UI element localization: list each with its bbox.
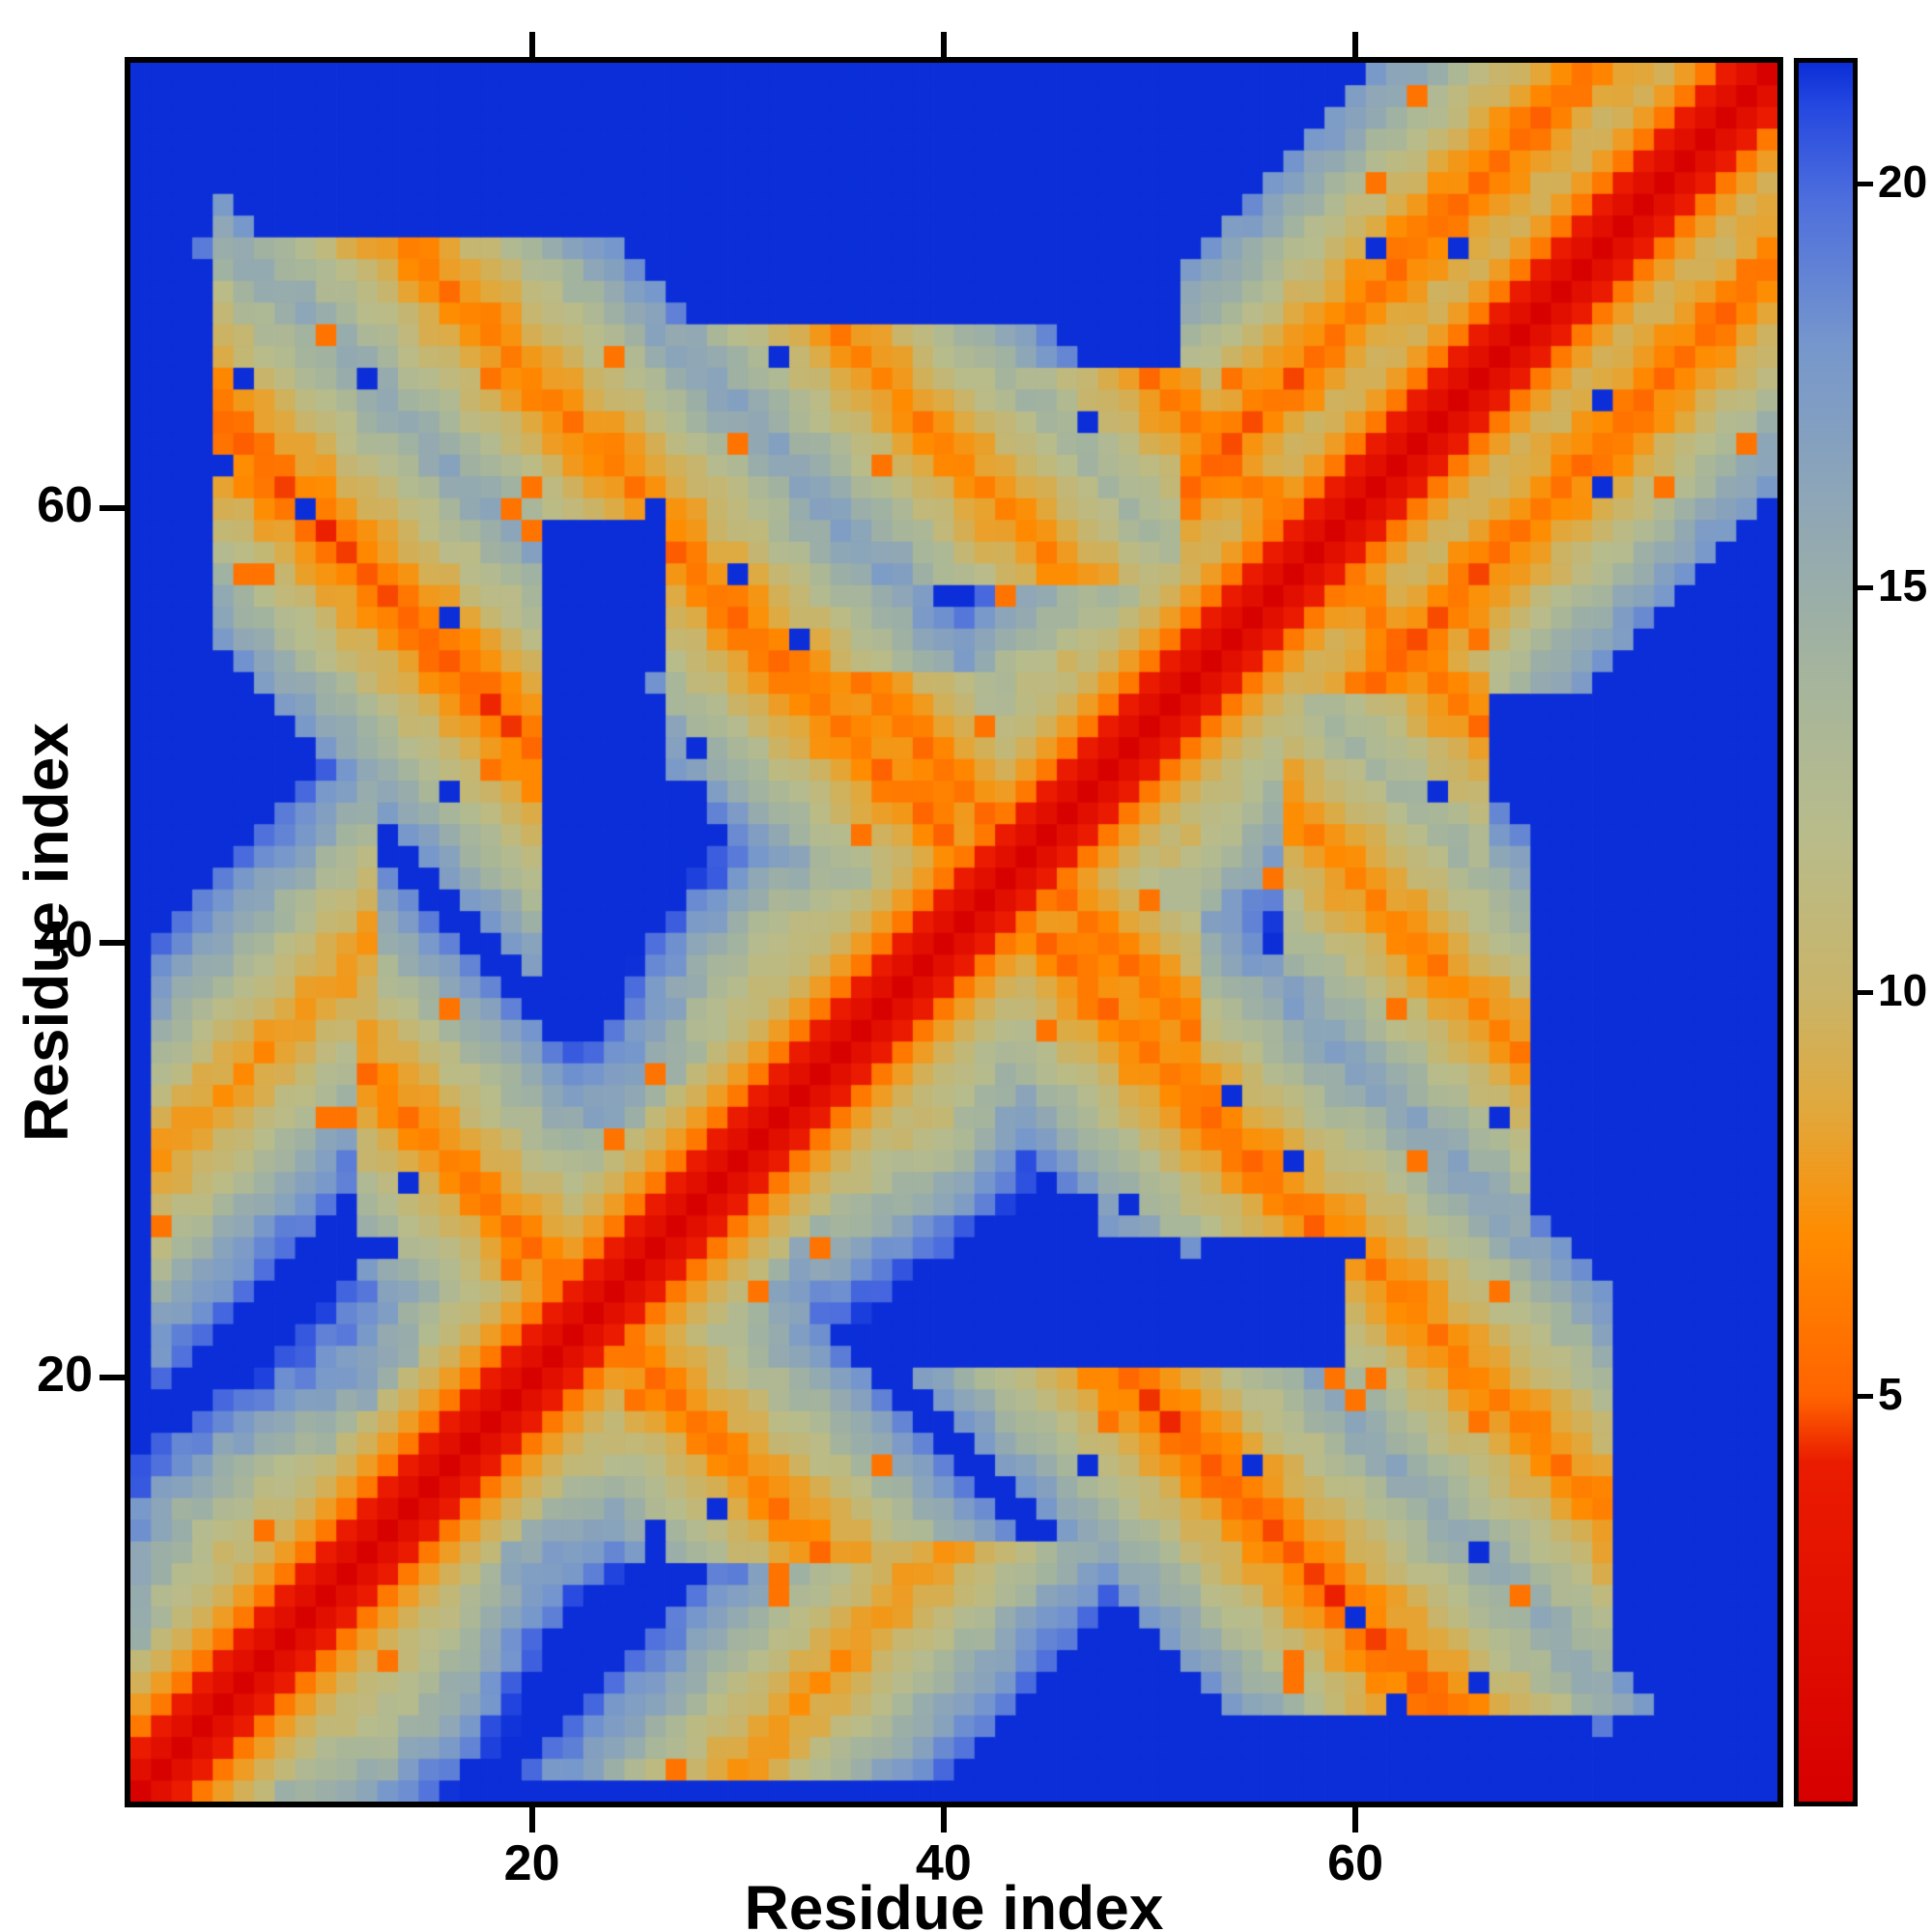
- x-axis-tick: [940, 1807, 947, 1833]
- x-tick-label: 20: [503, 1835, 560, 1891]
- heatmap-canvas: [130, 63, 1777, 1802]
- colorbar-tick: [1858, 585, 1873, 591]
- x-axis-top-tick: [940, 32, 947, 57]
- y-tick-label: 40: [37, 912, 93, 969]
- colorbar-tick-label: 10: [1878, 964, 1928, 1015]
- colorbar-tick: [1858, 989, 1873, 995]
- x-axis-tick: [528, 1807, 535, 1833]
- x-axis-tick: [1352, 1807, 1359, 1833]
- x-tick-label: 60: [1327, 1835, 1384, 1891]
- y-axis-tick: [99, 940, 125, 947]
- colorbar-tick-label: 15: [1878, 560, 1928, 611]
- x-axis-top-tick: [1352, 32, 1359, 57]
- colorbar-canvas: [1799, 63, 1853, 1802]
- x-tick-label: 40: [915, 1835, 972, 1891]
- x-axis-top-tick: [528, 32, 535, 57]
- y-axis-tick: [99, 1375, 125, 1381]
- colorbar-tick: [1858, 181, 1873, 186]
- colorbar-tick-label: 20: [1878, 156, 1928, 207]
- colorbar-tick-label: 5: [1878, 1369, 1903, 1420]
- colorbar-tick: [1858, 1394, 1873, 1400]
- y-axis-tick: [99, 505, 125, 512]
- y-tick-label: 60: [37, 477, 93, 534]
- x-axis-label: Residue index: [744, 1873, 1164, 1932]
- y-tick-label: 20: [37, 1347, 93, 1404]
